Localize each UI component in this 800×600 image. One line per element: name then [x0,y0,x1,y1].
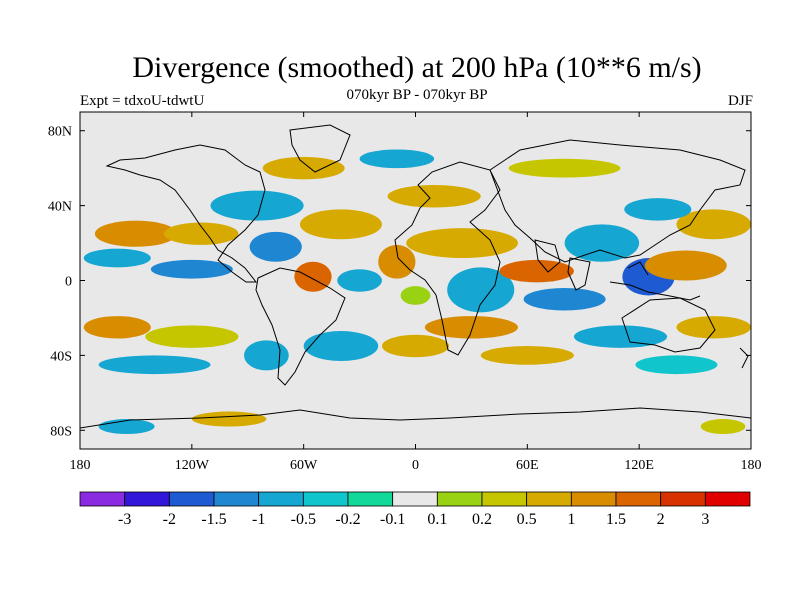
divergence-region [480,346,574,365]
divergence-region [387,185,481,208]
colorbar-label: -2 [163,511,176,528]
colorbar-label: 0.1 [427,511,447,528]
colorbar-swatch [79,491,126,507]
lat-tick-label: 0 [65,275,72,290]
colorbar-swatch [570,491,617,507]
lat-tick-label: 80N [48,125,72,140]
divergence-region [210,190,304,221]
colorbar-label: -0.2 [335,511,360,528]
divergence-region [499,259,574,283]
divergence-region [299,209,382,240]
divergence-region [523,287,606,311]
divergence-region [337,269,382,292]
divergence-region [249,231,302,262]
divergence-region [381,334,450,358]
colorbar-label: -1.5 [201,511,226,528]
divergence-region [700,419,746,435]
experiment-label: Expt = tdxoU-tdwtU [80,93,205,109]
divergence-region [262,156,345,180]
longitude-axis: 180 120W 60W 0 60E 120E 180 [70,112,762,473]
latitude-axis: 80N 40N 0 40S 80S [48,125,751,439]
divergence-region [508,158,621,178]
divergence-region [98,419,155,435]
lon-tick-label: 120W [175,458,210,473]
colorbar-label: -0.5 [291,511,316,528]
divergence-region [98,355,211,375]
colorbar-swatch [660,491,706,507]
divergence-region [303,331,379,362]
divergence-region [94,220,177,247]
divergence-region [244,340,289,371]
divergence-region [83,316,151,339]
divergence-region [145,325,239,348]
colorbar-swatch [392,491,438,507]
divergence-region [644,250,727,281]
colorbar-swatch [704,491,751,507]
colorbar-label: -3 [118,511,131,528]
lon-tick-label: 120E [624,458,654,473]
divergence-region [150,259,233,279]
divergence-region [424,316,519,339]
divergence-region [406,228,519,259]
divergence-region [191,411,267,427]
colorbar-swatch [481,491,528,507]
divergence-region [359,149,435,169]
colorbar-swatch [526,491,572,507]
colorbar-label: 0.5 [517,511,537,528]
lon-tick-label: 180 [741,458,762,473]
divergence-region [573,325,668,348]
colorbar-swatch [436,491,483,507]
colorbar-label: 1 [567,511,575,528]
colorbar-label: -1 [252,511,265,528]
divergence-region [163,222,239,245]
divergence-region [447,267,515,313]
colorbar-swatch [168,491,215,507]
lon-tick-label: 60W [290,458,318,473]
divergence-region [564,224,640,262]
lat-tick-label: 40N [48,200,72,215]
colorbar-swatch [302,491,349,507]
divergence-region [635,355,718,375]
plot-title: Divergence (smoothed) at 200 hPa (10**6 … [132,51,702,84]
colorbar-label: 3 [701,511,709,528]
divergence-region [400,286,431,305]
coastlines [80,124,751,429]
lat-tick-label: 80S [50,424,72,439]
colorbar-label: 1.5 [606,511,626,528]
lat-tick-label: 40S [50,349,72,364]
divergence-region [378,244,416,279]
colorbar: -3 -2 -1.5 -1 -0.5 -0.2 -0.1 0.1 0.2 0.5 1 1.5 2 3 [79,491,751,528]
colorbar-label: 0.2 [472,511,492,528]
lon-tick-label: 60E [516,458,539,473]
divergence-region [83,248,151,268]
colorbar-swatch [124,491,170,507]
season-label: DJF [727,93,753,109]
colorbar-swatch [347,491,394,507]
colorbar-label: -0.1 [380,511,405,528]
plot-subtitle: 070kyr BP - 070kyr BP [346,87,488,103]
colorbar-swatch [615,491,662,507]
lon-tick-label: 180 [70,458,91,473]
lon-tick-label: 0 [412,458,419,473]
colorbar-swatch [258,491,304,507]
divergence-region [624,198,692,221]
colorbar-swatch [213,491,260,507]
divergence-region [294,261,332,292]
colorbar-label: 2 [657,511,665,528]
